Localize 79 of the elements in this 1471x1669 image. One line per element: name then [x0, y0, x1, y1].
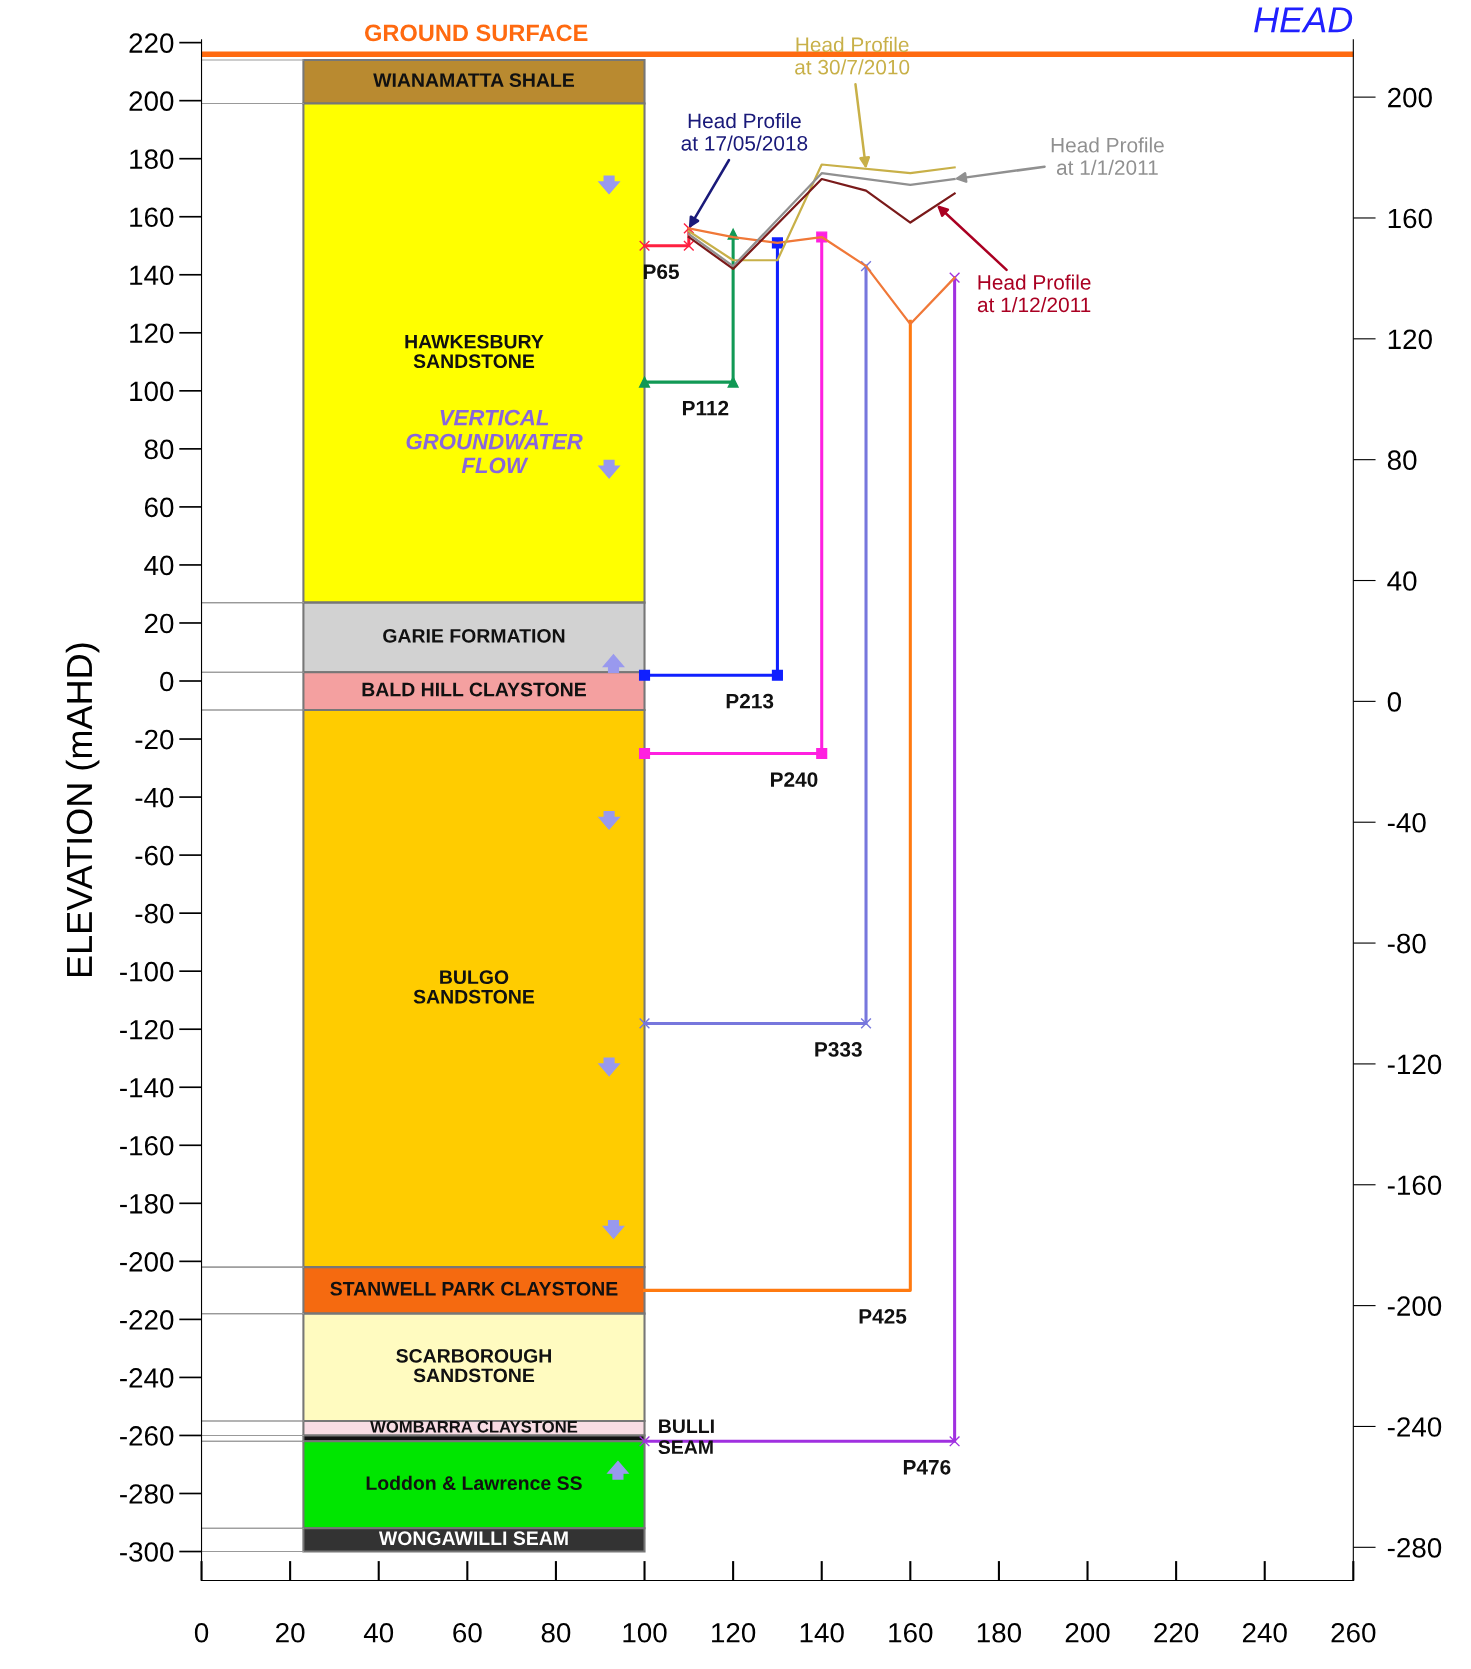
y-tick-label: -20 — [135, 729, 174, 750]
y2-tick-label: 200 — [1388, 87, 1432, 108]
band-label: BULLI SEAM — [658, 1419, 714, 1455]
annotation: Head Profile at 1/1/2011 — [1051, 137, 1164, 175]
x-tick-label: 80 — [541, 1622, 571, 1643]
y2-tick-label: -200 — [1387, 1296, 1442, 1316]
x-tick-label: 160 — [889, 1622, 933, 1643]
x-tick-label: 0 — [194, 1622, 209, 1643]
y-tick-label: -200 — [120, 1252, 174, 1272]
y-tick-label: -60 — [135, 845, 174, 866]
band-label: WONGAWILLI SEAM — [378, 1531, 568, 1546]
y-tick-label: 140 — [130, 265, 174, 286]
ref-line-label: GROUND SURFACE — [364, 24, 588, 42]
band-label: HAWKESBURY SANDSTONE — [405, 334, 544, 369]
series-label: P476 — [903, 1459, 951, 1475]
y2-axis-title: HEAD — [1254, 7, 1353, 33]
series-label: P333 — [815, 1042, 862, 1057]
y2-tick-label: -160 — [1387, 1175, 1442, 1196]
y-tick-label: -180 — [120, 1193, 174, 1214]
x-tick-label: 60 — [453, 1622, 482, 1643]
y-tick-label: 160 — [130, 207, 174, 228]
y2-tick-label: 160 — [1388, 208, 1432, 229]
y2-tick-label: -80 — [1387, 933, 1426, 954]
y-tick-label: -120 — [120, 1019, 174, 1040]
y-tick-label: 220 — [129, 33, 174, 53]
y-tick-label: -160 — [120, 1135, 174, 1156]
y-tick-label: 20 — [144, 613, 174, 634]
y-tick-label: -260 — [120, 1426, 174, 1446]
y-tick-label: 180 — [130, 149, 174, 170]
y2-tick-label: 40 — [1387, 571, 1417, 591]
y2-tick-label: -40 — [1387, 812, 1426, 833]
band-label: BALD HILL CLAYSTONE — [362, 682, 586, 697]
annotation: Head Profile at 17/05/2018 — [681, 112, 808, 151]
annotation: Head Profile at 1/12/2011 — [977, 274, 1091, 313]
y-tick-label: -280 — [120, 1484, 174, 1504]
series-label: P213 — [726, 693, 774, 709]
series-label: P112 — [682, 400, 729, 416]
y2-tick-label: 0 — [1387, 692, 1402, 712]
y-tick-label: 0 — [160, 671, 174, 692]
y2-tick-label: 80 — [1387, 450, 1417, 471]
x-tick-label: 20 — [276, 1622, 305, 1643]
y-tick-label: -80 — [135, 903, 174, 924]
y-tick-label: 100 — [130, 381, 174, 402]
series-label: P240 — [771, 772, 818, 787]
band-label: STANWELL PARK CLAYSTONE — [330, 1281, 618, 1296]
y-tick-label: -140 — [120, 1077, 174, 1098]
y-axis-title: ELEVATION (mAHD) — [65, 643, 100, 977]
x-tick-label: 180 — [977, 1622, 1022, 1643]
band-label: GARIE FORMATION — [383, 628, 565, 643]
annotation: VERTICAL GROUNDWATER FLOW — [406, 409, 583, 474]
band-label: WOMBARRA CLAYSTONE — [370, 1420, 578, 1433]
y-tick-label: -300 — [120, 1542, 174, 1562]
x-tick-label: 100 — [623, 1622, 667, 1643]
band-label: BULGO SANDSTONE — [413, 970, 535, 1004]
band-label: Loddon & Lawrence SS — [366, 1475, 582, 1491]
x-tick-label: 200 — [1065, 1622, 1110, 1643]
y2-tick-label: 120 — [1388, 329, 1432, 350]
x-tick-label: 120 — [712, 1622, 756, 1643]
y-tick-label: 80 — [144, 439, 174, 460]
y-tick-label: 60 — [144, 497, 174, 518]
x-tick-label: 140 — [800, 1622, 844, 1643]
x-tick-label: 240 — [1242, 1622, 1287, 1643]
y-tick-label: -240 — [120, 1368, 174, 1388]
y2-tick-label: -120 — [1387, 1054, 1442, 1075]
x-tick-label: 260 — [1331, 1622, 1376, 1643]
y-tick-label: -40 — [135, 787, 174, 808]
y-tick-label: 40 — [144, 555, 174, 576]
x-tick-label: 40 — [363, 1622, 394, 1643]
y-tick-label: -100 — [120, 961, 174, 982]
x-tick-label: 220 — [1154, 1622, 1199, 1643]
band-label: WIANAMATTA SHALE — [373, 73, 575, 88]
y2-tick-label: -240 — [1387, 1417, 1442, 1437]
y-tick-label: 120 — [130, 323, 174, 344]
y-tick-label: -220 — [120, 1310, 174, 1330]
annotation: Head Profile at 30/7/2010 — [795, 36, 910, 75]
band-label: SCARBOROUGH SANDSTONE — [396, 1348, 551, 1383]
series-label: P425 — [859, 1308, 907, 1324]
y2-tick-label: -280 — [1387, 1537, 1442, 1558]
y-tick-label: 200 — [129, 91, 174, 111]
